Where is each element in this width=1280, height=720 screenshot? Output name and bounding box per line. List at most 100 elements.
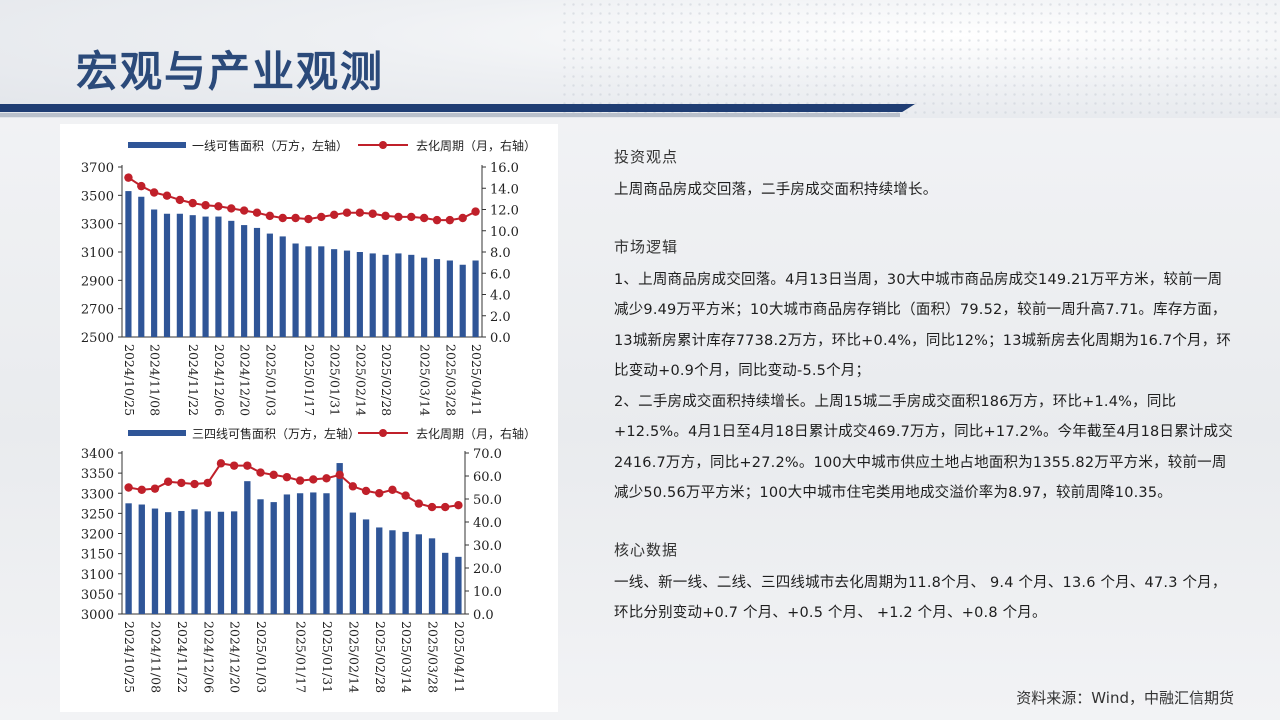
line-marker (201, 201, 210, 210)
line-marker (252, 208, 262, 217)
line-marker (214, 202, 223, 211)
line-marker (329, 210, 339, 220)
bar (318, 246, 325, 337)
line-marker (256, 468, 265, 477)
left-tick-label: 3250 (81, 507, 114, 522)
line-marker (124, 483, 133, 492)
legend-bar-swatch (128, 430, 186, 436)
section-text-view: 上周商品房成交回落，二手房成交面积持续增长。 (614, 182, 938, 198)
left-tick-label: 3300 (81, 218, 114, 233)
bar (189, 215, 196, 337)
right-tick-label: 10.0 (490, 225, 519, 240)
left-tick-label: 2700 (81, 303, 114, 318)
legend-bar-swatch (128, 142, 186, 148)
bar (138, 196, 145, 337)
x-tick-label: 2024/12/06 (212, 344, 227, 416)
line-marker (471, 207, 480, 216)
left-tick-label: 3100 (81, 246, 114, 261)
bar (241, 225, 248, 337)
left-tick-label: 3700 (81, 161, 114, 176)
section-text-logic-1: 1、上周商品房成交回落。4月13日当周，30大中城市商品房成交149.21万平方… (614, 271, 1232, 380)
bar (389, 530, 396, 614)
left-tick-label: 3500 (81, 189, 114, 204)
right-tick-label: 14.0 (490, 182, 519, 197)
x-tick-label: 2024/12/20 (238, 344, 253, 416)
bar (270, 502, 277, 614)
bar (151, 209, 158, 337)
bar (176, 213, 183, 337)
x-tick-label: 2025/02/14 (353, 344, 368, 416)
line-marker (278, 213, 287, 223)
header-dot-pattern (560, 0, 1280, 118)
bar (382, 254, 389, 337)
line-marker (317, 212, 326, 222)
bar (191, 509, 198, 614)
bar (343, 250, 351, 337)
bar (163, 213, 171, 337)
right-tick-label: 10.0 (473, 585, 502, 600)
bar (151, 508, 159, 614)
section-title-logic: 市场逻辑 (614, 237, 679, 256)
line-marker (162, 191, 172, 200)
right-tick-label: 70.0 (473, 447, 502, 462)
line-marker (342, 208, 352, 217)
source-note: 资料来源：Wind，中融汇信期货 (1016, 689, 1234, 707)
line-marker (282, 472, 292, 482)
x-tick-label: 2025/03/28 (426, 621, 441, 693)
x-tick-label: 2025/01/17 (302, 344, 317, 416)
line-marker (361, 486, 371, 496)
header-accent-line (0, 113, 900, 117)
bar (138, 504, 145, 614)
line-marker (149, 188, 159, 197)
line-marker (458, 213, 467, 223)
line-marker (335, 470, 344, 480)
line-marker (322, 474, 331, 483)
right-tick-label: 12.0 (490, 204, 519, 219)
x-tick-label: 2025/02/14 (346, 621, 361, 693)
right-tick-label: 6.0 (490, 267, 511, 282)
right-tick-label: 16.0 (490, 161, 519, 176)
x-tick-label: 2025/03/14 (399, 621, 414, 693)
bar (217, 511, 225, 614)
line-marker (265, 211, 275, 221)
line-marker (381, 211, 390, 221)
x-tick-label: 2025/03/14 (418, 344, 433, 416)
x-tick-label: 2025/01/03 (263, 344, 278, 416)
bar (362, 519, 370, 614)
line-marker (304, 214, 313, 224)
right-tick-label: 60.0 (473, 470, 502, 485)
x-tick-label: 2024/11/08 (148, 621, 163, 693)
line-marker (216, 459, 226, 468)
chart-panel: 一线可售面积（万方，左轴） 去化周期（月，右轴） 2500 2700 2900 3100 3… (60, 124, 558, 712)
bar (415, 534, 422, 614)
right-tick-label: 2.0 (490, 310, 511, 325)
line-marker (427, 502, 437, 512)
x-tick-label: 2024/10/25 (122, 344, 137, 416)
line-marker (445, 215, 455, 225)
commentary: 投资观点 上周商品房成交回落，二手房成交面积持续增长。 市场逻辑 1、上周商品房… (614, 146, 1234, 629)
bar (202, 216, 209, 337)
bar (310, 492, 317, 614)
bar (305, 246, 312, 337)
right-tick-label: 20.0 (473, 562, 502, 577)
line-marker (269, 470, 278, 480)
bar (442, 552, 449, 614)
line-marker (414, 499, 424, 508)
legend-line-marker (379, 429, 387, 437)
line-marker (137, 485, 146, 494)
bar (428, 538, 436, 614)
left-tick-label: 3000 (81, 608, 114, 623)
x-tick-label: 2025/01/31 (328, 344, 343, 416)
line-marker (368, 209, 377, 218)
x-tick-label: 2025/02/28 (373, 621, 388, 693)
x-tick-label: 2025/02/28 (379, 344, 394, 416)
line-marker (401, 491, 410, 500)
line-marker (419, 213, 429, 223)
right-tick-label: 0.0 (490, 331, 511, 346)
legend-line-marker (379, 141, 387, 149)
bar (472, 260, 479, 337)
bar (215, 216, 222, 337)
right-tick-label: 40.0 (473, 516, 502, 531)
x-tick-label: 2024/12/20 (228, 621, 243, 693)
left-tick-label: 2900 (81, 274, 114, 289)
